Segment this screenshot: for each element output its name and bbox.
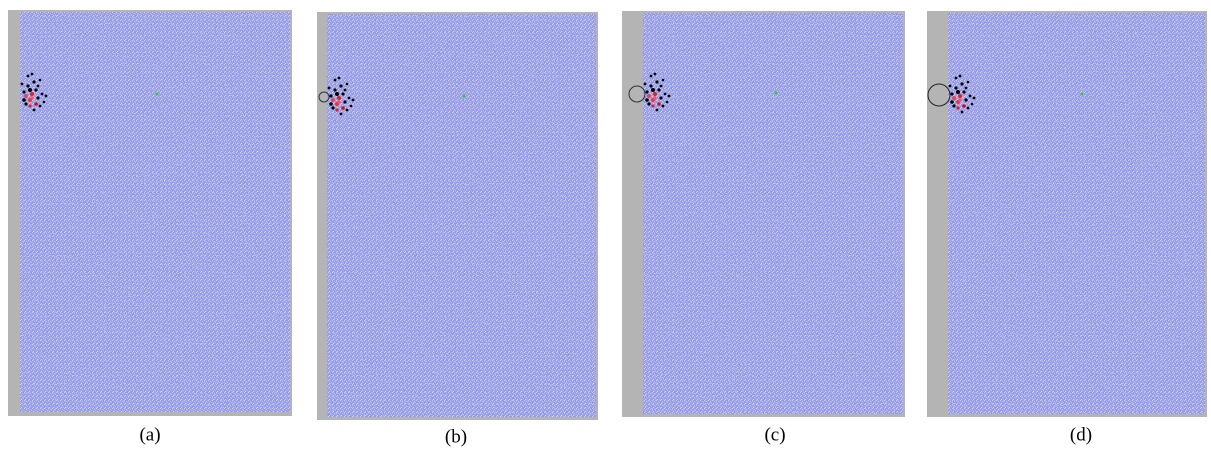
page: (a) (b) (c) (d) (() => { const data = JS… xyxy=(0,0,1211,449)
particle-field xyxy=(948,13,1205,414)
caption: (d) xyxy=(1070,424,1092,445)
marker xyxy=(463,95,466,98)
marker xyxy=(156,93,159,96)
figure: (a) (b) (c) (d) xyxy=(0,0,1211,449)
particle-field xyxy=(643,13,903,414)
panel: (a) xyxy=(8,10,292,445)
marker xyxy=(775,92,778,95)
panel: (c) xyxy=(622,11,905,445)
caption: (a) xyxy=(139,424,160,445)
caption: (b) xyxy=(445,426,467,447)
panel: (b) xyxy=(317,12,598,447)
particle-field xyxy=(327,14,596,417)
particle-field xyxy=(20,12,290,412)
panel: (d) xyxy=(927,11,1207,445)
caption: (c) xyxy=(764,424,785,445)
marker xyxy=(1081,93,1084,96)
